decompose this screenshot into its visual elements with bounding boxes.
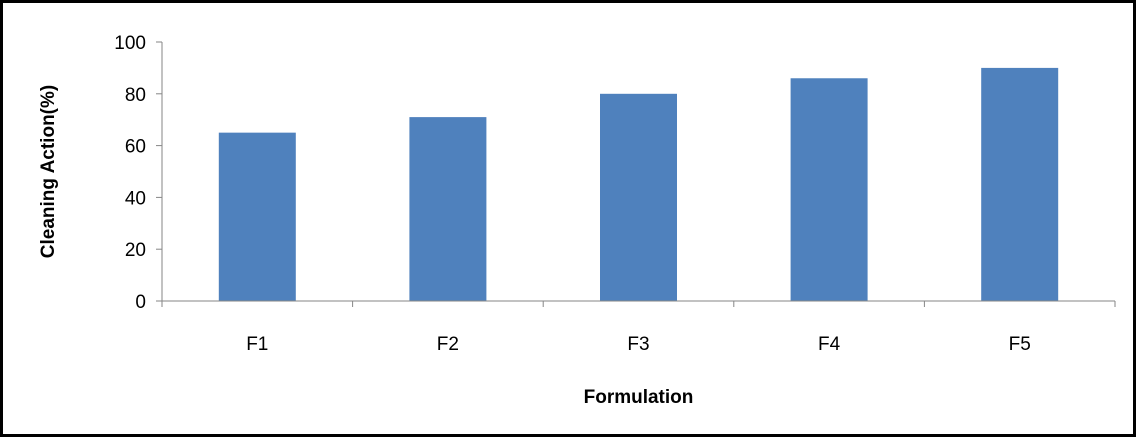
y-tick-label: 0	[135, 292, 146, 313]
y-axis-title: Cleaning Action(%)	[38, 85, 59, 258]
bar-f5	[981, 67, 1059, 302]
bar-f1	[218, 132, 296, 301]
x-tick-label: F1	[246, 334, 268, 355]
axes-group	[161, 42, 1115, 302]
x-tick-label: F4	[818, 334, 841, 355]
bars-group	[218, 67, 1059, 302]
x-ticks-group: F1 F2 F3 F4 F5	[161, 301, 1116, 355]
bar-f3	[600, 93, 677, 301]
bar-f4	[790, 78, 868, 301]
x-tick-label: F3	[627, 334, 649, 355]
x-tick-label: F5	[1009, 334, 1031, 355]
y-tick-label: 40	[125, 188, 146, 209]
y-tick-label: 80	[125, 85, 146, 106]
bar-f2	[409, 117, 487, 301]
x-tick-label: F2	[437, 334, 459, 355]
y-tick-label: 20	[125, 240, 146, 261]
bar-chart: 0 20 40 60 80 100 F1 F2 F3 F4 F5 Formulation Clea…	[38, 33, 1116, 408]
y-ticks-group: 0 20 40 60 80 100	[114, 33, 162, 313]
y-tick-label: 60	[125, 137, 146, 158]
x-axis-title: Formulation	[584, 387, 694, 408]
y-tick-label: 100	[114, 33, 146, 54]
